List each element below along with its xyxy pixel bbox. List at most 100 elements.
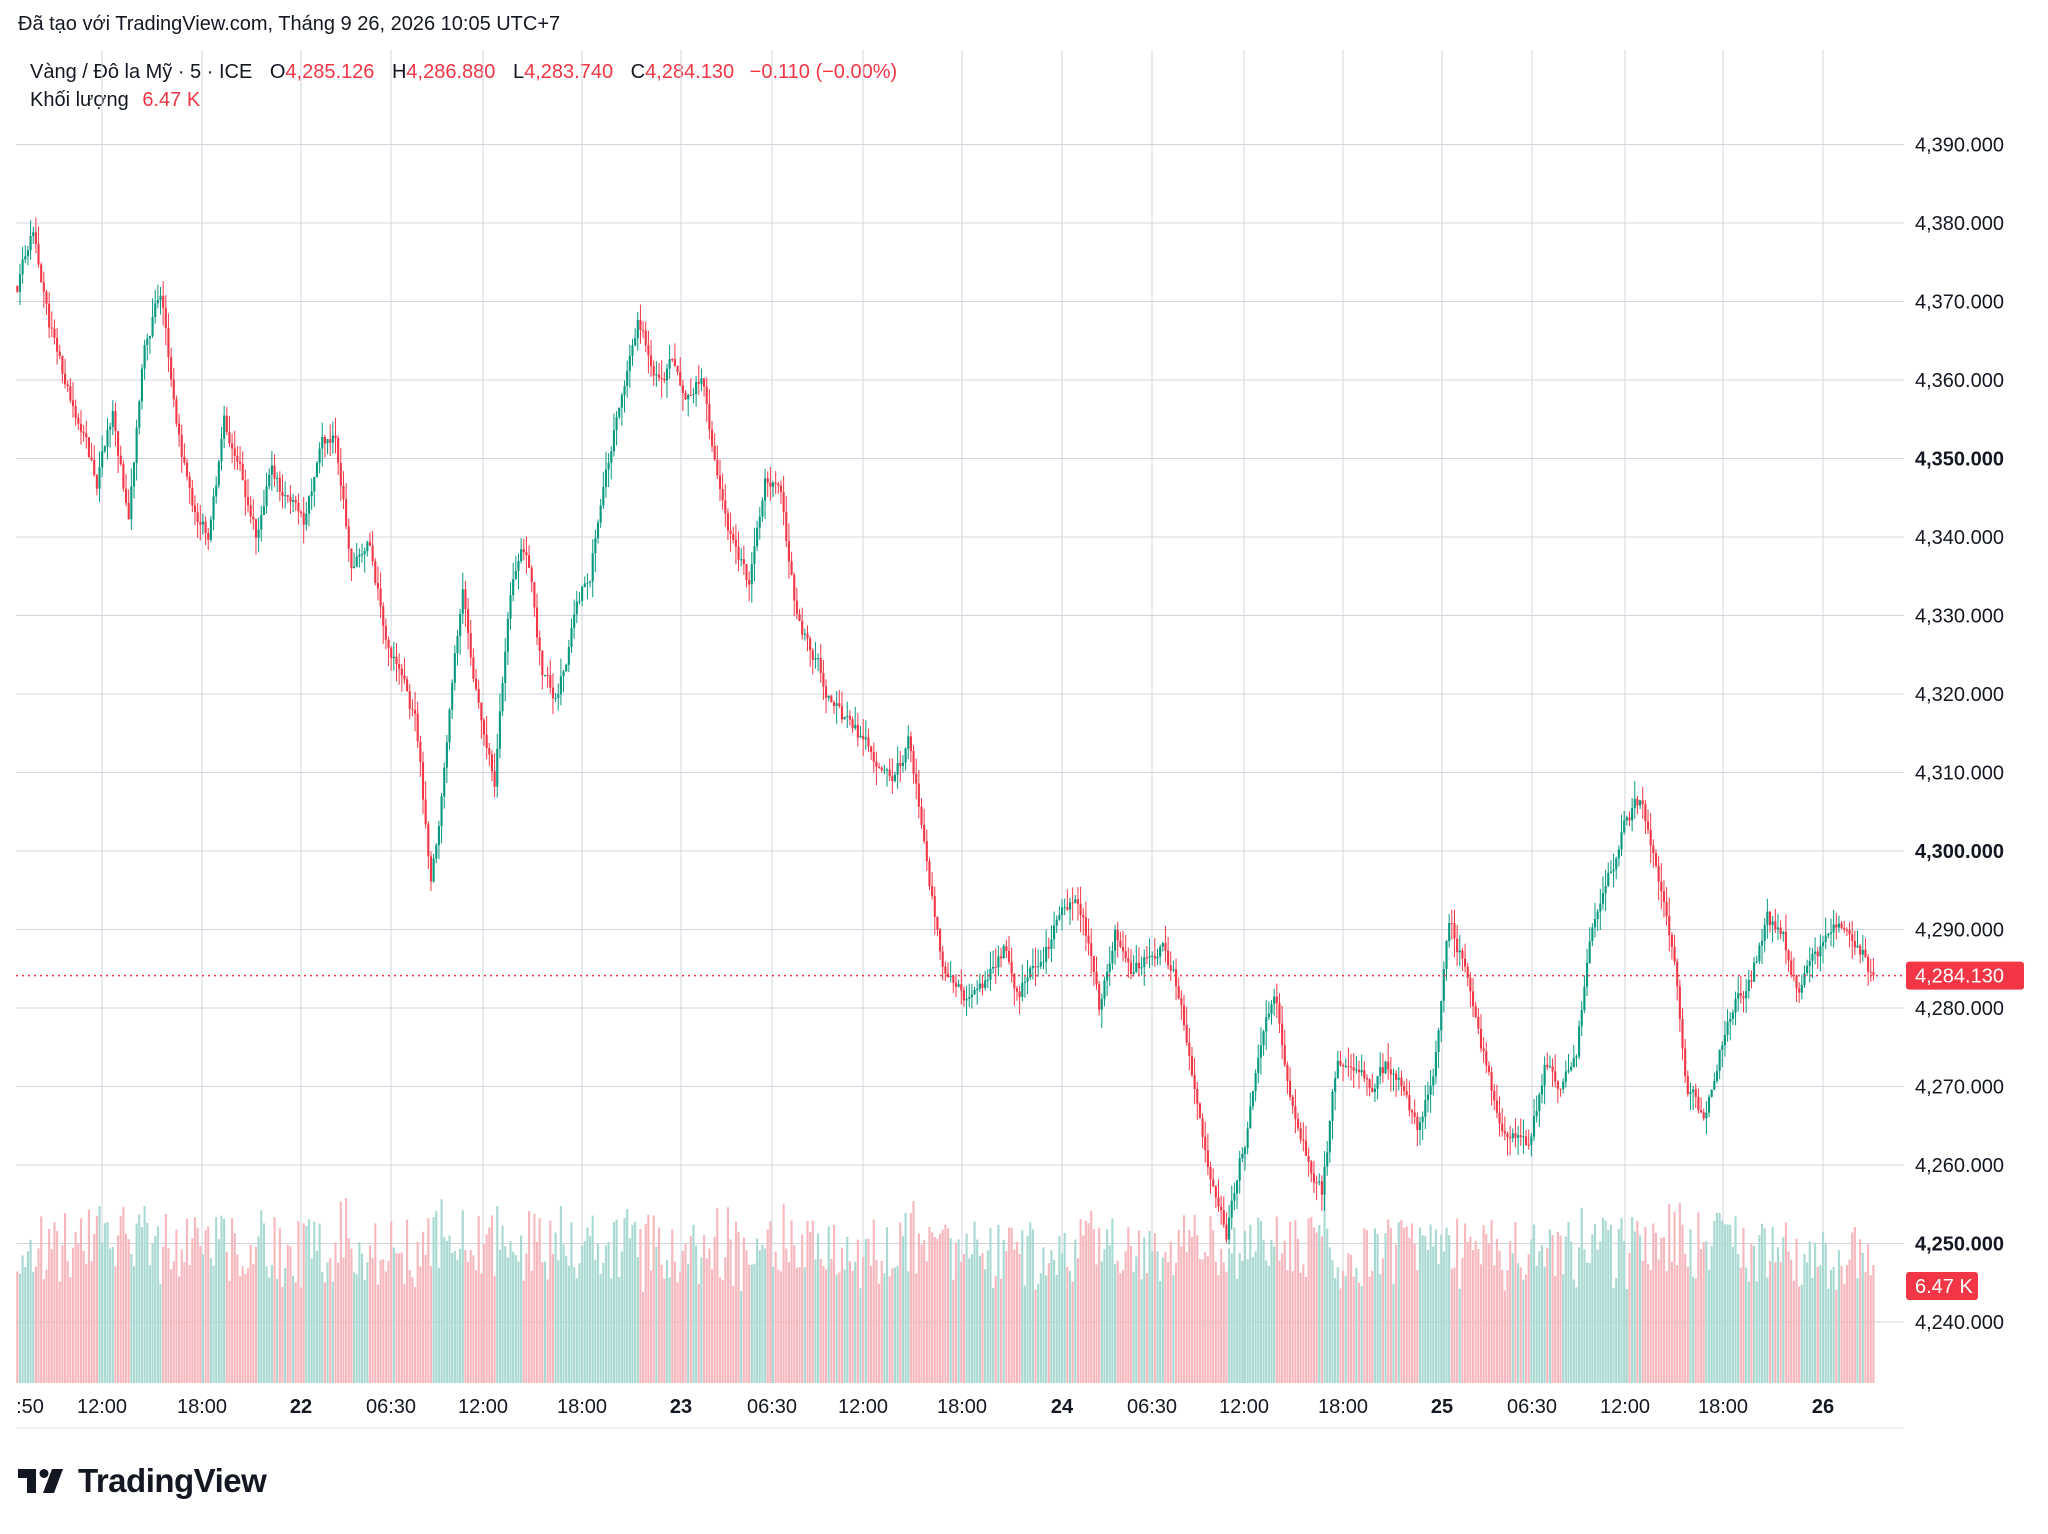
volume-bar [1257,1217,1260,1383]
volume-bar [382,1259,385,1383]
volume-bar [1670,1261,1673,1383]
candle-body [392,656,395,659]
volume-bar [199,1246,202,1383]
time-axis[interactable]: :50 12:00 18:00 22 06:30 12:00 18:00 23 06:30 12:… [16,1396,1834,1418]
candle-body [636,319,639,339]
candle-body [1546,1064,1549,1068]
volume-bar [1148,1231,1151,1383]
volume-bar [98,1206,101,1383]
volume-label[interactable]: Khối lượng [30,89,129,111]
candle-body [864,737,867,740]
candle-body [472,657,475,679]
volume-bar [642,1291,645,1383]
candle-body [1339,1060,1342,1065]
volume-bar [811,1220,814,1383]
candle-body [1283,1045,1286,1065]
volume-bar [1790,1259,1793,1383]
candle-body [795,600,798,615]
candle-body [1066,907,1069,910]
x-tick-label: 18:00 [557,1396,607,1418]
candle-body [1318,1181,1321,1183]
volume-bar [1318,1224,1321,1383]
candle-body [724,500,727,514]
volume-bar [276,1278,279,1383]
legend-volume-row: Khối lượng 6.47 K [30,86,897,114]
volume-bar [509,1241,512,1383]
candle-body [1159,946,1162,957]
volume-bar [562,1244,565,1383]
candle-body [1477,1016,1480,1029]
volume-bar [1564,1236,1567,1383]
volume-bar [185,1218,189,1383]
candle-body [45,291,48,304]
candle-body [390,647,393,659]
candle-body [1710,1089,1713,1097]
candle-body [1273,996,1276,1005]
volume-bar [496,1205,499,1383]
volume-bar [183,1262,186,1383]
volume-bar [1182,1215,1186,1383]
volume-bar [692,1224,695,1383]
volume-bar [1697,1212,1700,1383]
candle-body [1729,1018,1732,1022]
candle-body [573,614,576,628]
volume-bar [353,1272,356,1383]
volume-bar [761,1244,764,1383]
brand-logo[interactable]: TradingView [18,1462,267,1500]
candle-body [663,378,666,381]
volume-bar [1471,1250,1475,1383]
candle-body [18,274,22,292]
volume-bar [392,1247,395,1383]
candle-body [626,370,629,387]
candle-body [1127,958,1130,963]
volume-bar [363,1280,366,1383]
candle-body [1869,971,1872,973]
candle-body [1212,1179,1215,1187]
volume-bar [976,1239,979,1383]
volume-bar [1827,1288,1830,1383]
price-axis[interactable]: 4,240.000 4,250.000 4,260.000 4,270.000 4,28… [1915,135,2004,1335]
volume-bar [421,1231,425,1383]
candle-body [1790,960,1793,975]
volume-bar [832,1224,836,1383]
x-tick-label: 18:00 [177,1396,227,1418]
candle-body [917,783,920,807]
volume-bar [923,1240,926,1383]
volume-bar [1532,1224,1536,1383]
candle-body [986,979,989,981]
candle-body [477,688,480,703]
candle-body [1204,1136,1207,1151]
volume-bar [1100,1261,1103,1383]
volume-bar [1753,1245,1756,1383]
volume-bar [273,1217,276,1383]
volume-bar [201,1254,204,1383]
candle-body [769,482,772,487]
candle-body [1750,980,1753,982]
volume-bar [1039,1273,1042,1383]
volume-bar [1212,1230,1215,1383]
candle-body [634,338,637,346]
legend-ohlc-row: Vàng / Đô la Mỹ · 5 · ICE O4,285.126 H4,… [30,58,897,86]
volume-bar [1469,1236,1472,1383]
candle-body [1392,1073,1395,1075]
candle-body [1185,1025,1188,1043]
volume-bar [1029,1222,1032,1383]
candle-body [148,336,151,339]
candle-body [1742,996,1745,999]
candle-body [1623,820,1626,833]
x-tick-label: 06:30 [1507,1396,1557,1418]
volume-bar [1437,1264,1440,1383]
volume-bar [1646,1264,1650,1383]
symbol-label[interactable]: Vàng / Đô la Mỹ · 5 · ICE [30,61,253,83]
volume-bar [907,1271,910,1383]
volume-bar [1578,1247,1581,1383]
candle-body [87,437,90,458]
high-value: 4,286.880 [406,61,496,83]
volume-bar [1294,1219,1297,1383]
x-tick-label: 18:00 [937,1396,987,1418]
volume-bar [673,1261,676,1383]
volume-bar [628,1238,631,1383]
volume-bar [143,1205,146,1383]
